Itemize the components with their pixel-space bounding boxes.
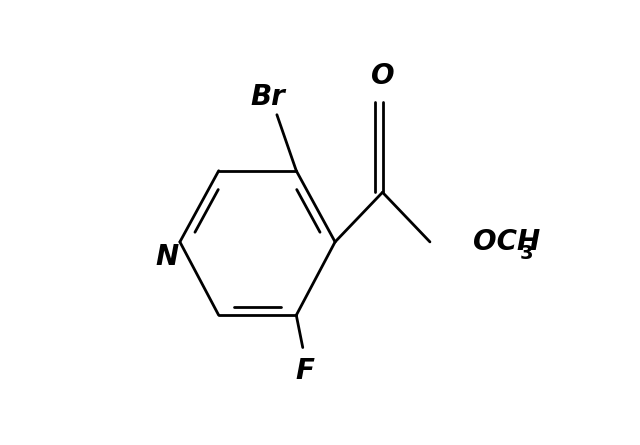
Text: N: N bbox=[156, 243, 179, 271]
Text: OCH: OCH bbox=[473, 228, 540, 256]
Text: O: O bbox=[371, 62, 394, 90]
Text: F: F bbox=[296, 357, 314, 385]
Text: 3: 3 bbox=[520, 244, 533, 263]
Text: Br: Br bbox=[251, 84, 285, 112]
